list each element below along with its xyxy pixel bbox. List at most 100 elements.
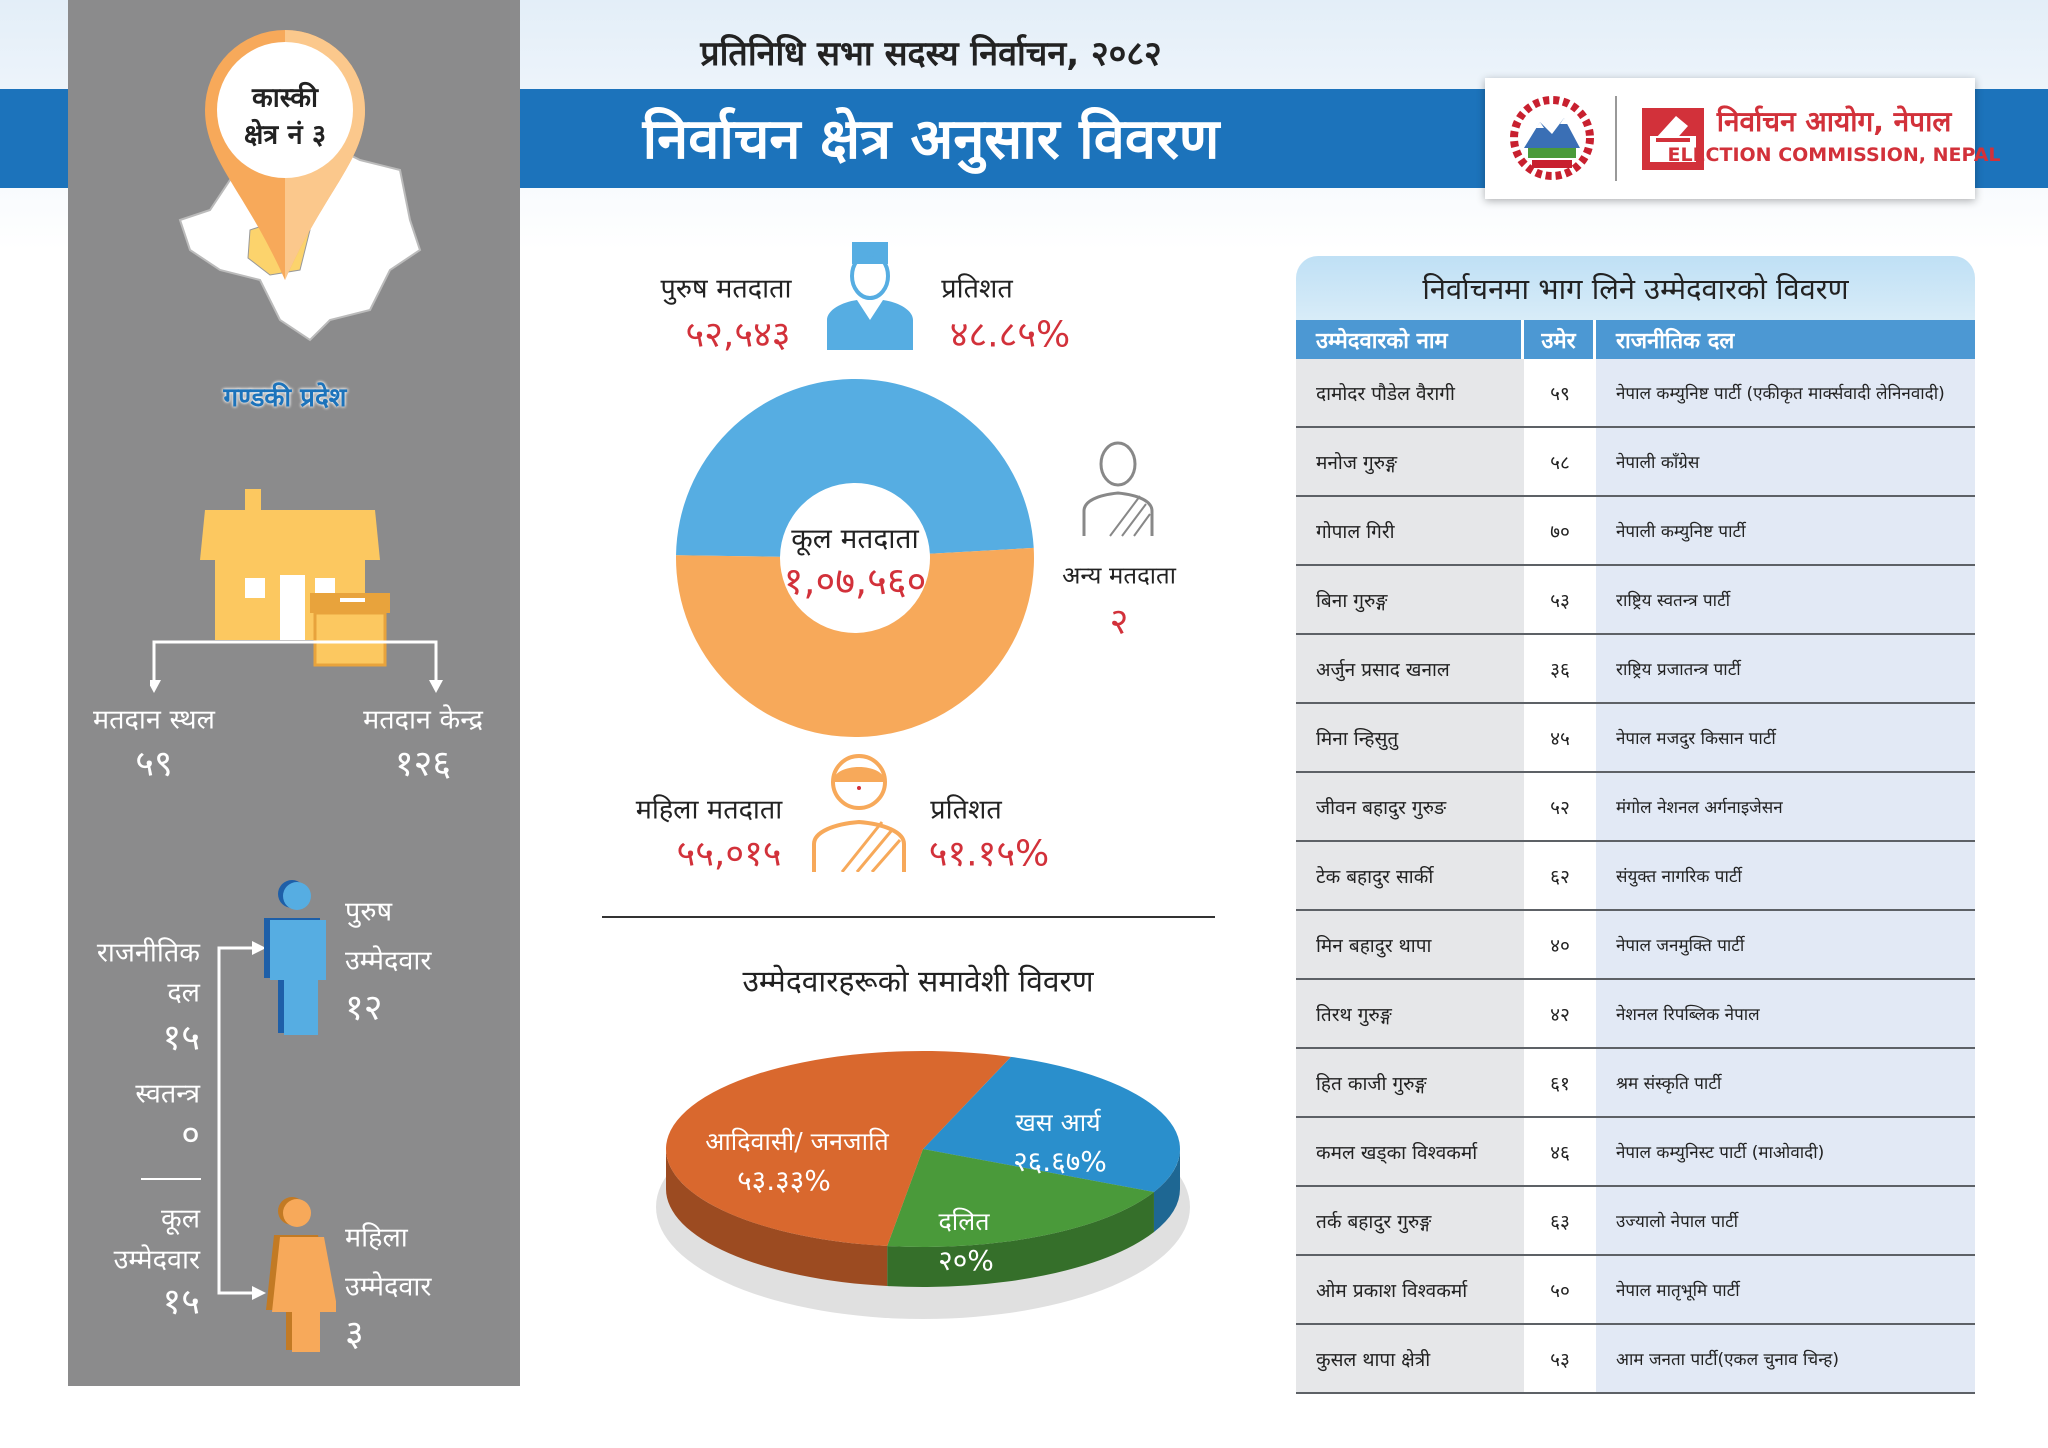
candidate-name: ओम प्रकाश विश्वकर्मा	[1296, 1256, 1524, 1323]
total-value: १५	[162, 1281, 200, 1323]
table-row: कुसल थापा क्षेत्री ५३ आम जनता पार्टी(एकल च…	[1296, 1325, 1975, 1394]
header-subtitle: प्रतिनिधि सभा सदस्य निर्वाचन, २०८२	[700, 34, 1162, 74]
candidate-age: ४०	[1524, 911, 1596, 978]
candidate-age: ५३	[1524, 566, 1596, 633]
male-voter-value: ५२,५४३	[685, 314, 791, 356]
table-row: टेक बहादुर सार्की ६२ संयुक्त नागरिक पार्टी	[1296, 842, 1975, 911]
candidate-party: मंगोल नेशनल अर्गनाइजेसन	[1596, 773, 1975, 840]
female-pct-value: ५१.१५%	[928, 833, 1050, 875]
donut-slice-1	[676, 547, 1034, 738]
polling-house-icon	[150, 489, 443, 693]
pie-value-khas-arya: २६.६७%	[1013, 1145, 1107, 1178]
candidate-name: दामोदर पौडेल वैरागी	[1296, 359, 1524, 426]
male-pct-value: ४८.८५%	[949, 314, 1071, 356]
candidate-party: राष्ट्रिय स्वतन्त्र पार्टी	[1596, 566, 1975, 633]
candidate-party: उज्यालो नेपाल पार्टी	[1596, 1187, 1975, 1254]
candidate-party: संयुक्त नागरिक पार्टी	[1596, 842, 1975, 909]
candidate-name: तिरथ गुरुङ्ग	[1296, 980, 1524, 1047]
candidate-name: मनोज गुरुङ्ग	[1296, 428, 1524, 495]
pie-label-khas-arya: खस आर्य	[1015, 1108, 1101, 1137]
candidate-party: नेपाल कम्युनिष्ट पार्टी (एकीकृत मार्क्सव…	[1596, 359, 1975, 426]
candidate-age: ५३	[1524, 1325, 1596, 1392]
party-label: राजनीतिक	[96, 937, 200, 969]
female-voter-label: महिला मतदाता	[635, 794, 783, 826]
female-voter-value: ५५,०१५	[676, 833, 782, 875]
candidate-age: ६३	[1524, 1187, 1596, 1254]
candidate-age: ५८	[1524, 428, 1596, 495]
female-candidate-label: महिला	[345, 1222, 408, 1254]
logo-divider	[1615, 96, 1617, 181]
sum-divider	[141, 1178, 201, 1180]
candidate-name: मिना न्हिसुतु	[1296, 704, 1524, 771]
other-voter-label: अन्य मतदाता	[1062, 561, 1176, 590]
table-row: हित काजी गुरुङ्ग ६१ श्रम संस्कृति पार्टी	[1296, 1049, 1975, 1118]
table-row: ओम प्रकाश विश्वकर्मा ५० नेपाल मातृभूमि पार…	[1296, 1256, 1975, 1325]
party-label-2: दल	[167, 977, 200, 1009]
female-voter-icon	[812, 754, 906, 872]
table-row: बिना गुरुङ्ग ५३ राष्ट्रिय स्वतन्त्र पार्टी	[1296, 566, 1975, 635]
table-row: गोपाल गिरी ७० नेपाली कम्युनिष्ट पार्टी	[1296, 497, 1975, 566]
male-candidate-value: १२	[345, 987, 383, 1029]
candidate-age: ५२	[1524, 773, 1596, 840]
table-row: जीवन बहादुर गुरुङ ५२ मंगोल नेशनल अर्गनाइजे…	[1296, 773, 1975, 842]
candidate-name: जीवन बहादुर गुरुङ	[1296, 773, 1524, 840]
candidate-name: टेक बहादुर सार्की	[1296, 842, 1524, 909]
table-row: मिना न्हिसुतु ४५ नेपाल मजदुर किसान पार्टी	[1296, 704, 1975, 773]
candidate-party: नेपाल मजदुर किसान पार्टी	[1596, 704, 1975, 771]
candidate-party: नेपाली काँग्रेस	[1596, 428, 1975, 495]
pie-side-2-0	[887, 1191, 1154, 1287]
table-title: निर्वाचनमा भाग लिने उम्मेदवारको विवरण	[1296, 256, 1975, 320]
candidate-party: नेशनल रिपब्लिक नेपाल	[1596, 980, 1975, 1047]
pie-side-1-0	[1153, 1149, 1180, 1232]
candidate-name: तर्क बहादुर गुरुङ्ग	[1296, 1187, 1524, 1254]
male-voter-label: पुरुष मतदाता	[660, 273, 792, 305]
header-name: उम्मेदवारको नाम	[1296, 320, 1524, 359]
candidate-age: ४६	[1524, 1118, 1596, 1185]
nepal-emblem-icon	[1510, 96, 1594, 180]
total-voter-label: कूल मतदाता	[791, 522, 919, 555]
page-title: निर्वाचन क्षेत्र अनुसार विवरण	[642, 107, 1220, 172]
district-name: कास्की	[252, 82, 318, 114]
candidate-table: निर्वाचनमा भाग लिने उम्मेदवारको विवरण उम…	[1296, 256, 1975, 1395]
female-pct-label: प्रतिशत	[930, 794, 1002, 826]
header-age: उमेर	[1524, 320, 1596, 359]
male-candidate-icon	[264, 880, 326, 1035]
org-name-en: ELECTION COMMISSION, NEPAL	[1667, 144, 2001, 166]
table-row: दामोदर पौडेल वैरागी ५९ नेपाल कम्युनिष्ट पा…	[1296, 359, 1975, 428]
candidate-name: कुसल थापा क्षेत्री	[1296, 1325, 1524, 1392]
election-commission-logo-icon	[1642, 108, 1704, 170]
table-row: अर्जुन प्रसाद खनाल ३६ राष्ट्रिय प्रजातन्त्…	[1296, 635, 1975, 704]
pie-side-0-0	[666, 1149, 888, 1287]
candidate-age: ४२	[1524, 980, 1596, 1047]
candidate-name: गोपाल गिरी	[1296, 497, 1524, 564]
candidate-party: नेपाल मातृभूमि पार्टी	[1596, 1256, 1975, 1323]
table-header: उम्मेदवारको नाम उमेर राजनीतिक दल	[1296, 320, 1975, 359]
candidate-age: ५०	[1524, 1256, 1596, 1323]
province-name: गण्डकी प्रदेश	[223, 383, 347, 413]
independent-label: स्वतन्त्र	[135, 1078, 200, 1110]
candidate-name: बिना गुरुङ्ग	[1296, 566, 1524, 633]
candidate-name: मिन बहादुर थापा	[1296, 911, 1524, 978]
total-label: कूल	[160, 1203, 200, 1235]
header-party: राजनीतिक दल	[1616, 328, 1735, 354]
pie-slice-0	[666, 1051, 1011, 1247]
male-candidate-label-2: उम्मेदवार	[345, 945, 432, 977]
table-row: मिन बहादुर थापा ४० नेपाल जनमुक्ति पार्टी	[1296, 911, 1975, 980]
candidate-party: श्रम संस्कृति पार्टी	[1596, 1049, 1975, 1116]
inclusion-chart-title: उम्मेदवारहरूको समावेशी विवरण	[742, 964, 1094, 1000]
candidate-party: नेपाल जनमुक्ति पार्टी	[1596, 911, 1975, 978]
other-voter-icon	[1082, 441, 1154, 537]
polling-center-value: १२६	[394, 743, 452, 785]
donut-slice-0	[676, 379, 1034, 557]
candidate-party: आम जनता पार्टी(एकल चुनाव चिन्ह)	[1596, 1325, 1975, 1392]
candidate-age: ६१	[1524, 1049, 1596, 1116]
table-row: तर्क बहादुर गुरुङ्ग ६३ उज्यालो नेपाल पार्ट…	[1296, 1187, 1975, 1256]
candidate-party: राष्ट्रिय प्रजातन्त्र पार्टी	[1596, 635, 1975, 702]
pie-value-dalit: २०%	[938, 1244, 994, 1277]
male-pct-label: प्रतिशत	[941, 273, 1013, 305]
pie-value-adivasi: ५३.३३%	[737, 1164, 831, 1197]
polling-station-value: ५९	[135, 743, 173, 785]
bracket-arrows	[217, 941, 266, 1300]
party-value: १५	[162, 1017, 200, 1059]
candidate-name: कमल खड्का विश्वकर्मा	[1296, 1118, 1524, 1185]
